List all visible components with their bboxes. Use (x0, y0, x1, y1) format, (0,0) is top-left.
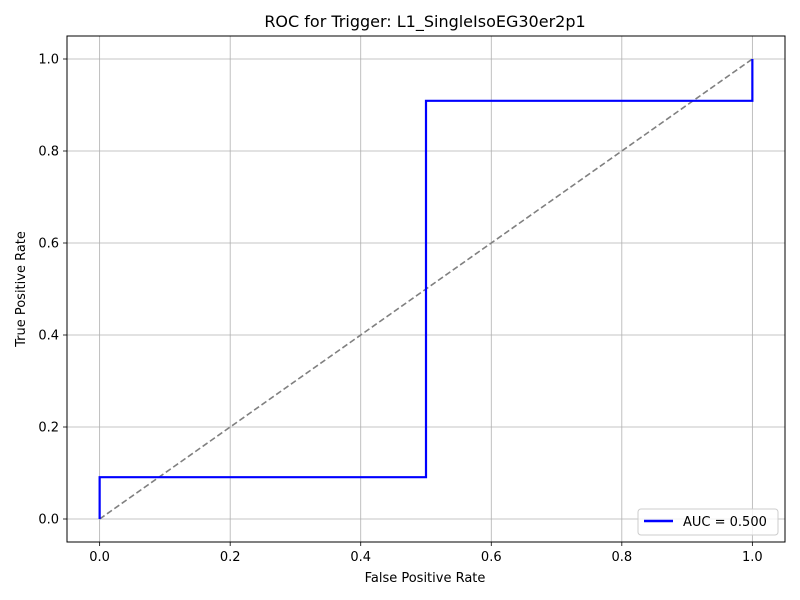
legend: AUC = 0.500 (637, 508, 779, 536)
y-tick-label: 0.6 (38, 237, 59, 252)
y-tick-label: 0.4 (38, 329, 59, 344)
x-tick-label: 1.0 (742, 550, 763, 565)
x-tick-label: 0.4 (350, 550, 371, 565)
legend-box (637, 508, 779, 536)
chart-title: ROC for Trigger: L1_SingleIsoEG30er2p1 (264, 12, 585, 32)
y-tick-label: 0.8 (38, 145, 59, 160)
y-tick-label: 0.0 (38, 513, 59, 528)
y-tick-label: 0.2 (38, 421, 59, 436)
axis-ticks: 0.0 0.2 0.4 0.6 0.8 1.0 0.0 0.2 0.4 0.6 0.8 1.0 (38, 53, 762, 566)
x-tick-label: 0.8 (611, 550, 632, 565)
x-tick-label: 0.2 (220, 550, 241, 565)
plot-area-frame (66, 35, 786, 543)
y-axis-title: True Positive Rate (14, 231, 29, 348)
y-tick-label: 1.0 (38, 53, 59, 68)
x-tick-label: 0.6 (481, 550, 502, 565)
x-axis-title: False Positive Rate (365, 571, 486, 586)
x-tick-label: 0.0 (89, 550, 110, 565)
legend-label-auc: AUC = 0.500 (683, 515, 767, 530)
series-layer (98, 58, 754, 520)
roc-curve-line (98, 59, 754, 519)
